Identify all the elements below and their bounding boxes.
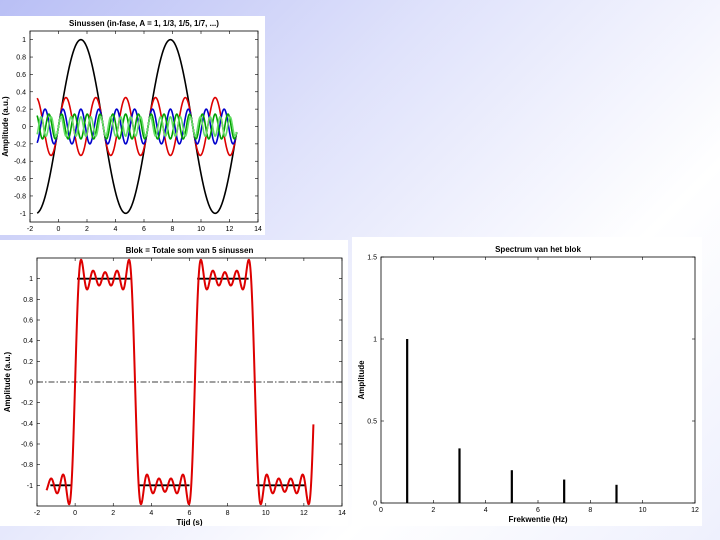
y-tick-label: 1 — [22, 37, 26, 44]
y-tick-label: -0.8 — [21, 462, 33, 469]
chart-title: Blok = Totale som van 5 sinussen — [126, 246, 254, 255]
x-tick-label: 6 — [536, 507, 540, 514]
y-tick-label: 0.5 — [367, 419, 377, 426]
x-tick-label: 6 — [188, 510, 192, 517]
y-tick-label: 0.6 — [16, 72, 26, 79]
y-axis-label: Amplitude (a.u.) — [1, 96, 10, 157]
x-tick-label: 2 — [111, 510, 115, 517]
block-chart-panel: -2 0 2 4 6 8 10 12 14 -1 -0.8 -0.6 -0.4 -0.2 0 0.2 0.4 0.… — [0, 240, 348, 526]
y-axis-label: Amplitude (a.u.) — [3, 351, 12, 412]
block-chart: -2 0 2 4 6 8 10 12 14 -1 -0.8 -0.6 -0.4 -0.2 0 0.2 0.4 0.… — [3, 246, 346, 526]
sine-series-line — [36, 38, 238, 215]
plot-frame — [380, 256, 696, 504]
x-tick-label: 12 — [300, 510, 308, 517]
sine-series-line — [36, 96, 238, 157]
chart-title: Spectrum van het blok — [495, 245, 581, 254]
x-tick-label: 4 — [114, 226, 118, 233]
sines-chart: -2 0 2 4 6 8 10 12 14 -1 -0.8 -0.6 -0.4 -0.2 0 0.2 0.4 0.… — [1, 19, 262, 235]
spectrum-chart: 0 2 4 6 8 10 12 0 0.5 1 1.5 Spectrum van het blok Fr… — [357, 245, 699, 524]
y-tick-label: 0.2 — [23, 359, 33, 366]
y-tick-label: 0.6 — [23, 318, 33, 325]
x-axis-label: Tijd (s) — [131, 234, 157, 235]
y-tick-label: 1 — [373, 337, 377, 344]
y-tick-label: 0.4 — [16, 89, 26, 96]
x-axis-label: Tijd (s) — [176, 518, 202, 526]
y-tick-label: -0.2 — [14, 141, 26, 148]
x-tick-label: -2 — [34, 510, 40, 517]
y-tick-label: 0 — [373, 501, 377, 508]
square-wave-sum-line — [45, 258, 315, 506]
y-tick-label: 0.2 — [16, 107, 26, 114]
y-tick-label: -0.4 — [14, 159, 26, 166]
y-tick-label: 0.8 — [23, 297, 33, 304]
x-tick-label: 8 — [171, 226, 175, 233]
x-tick-label: 2 — [85, 226, 89, 233]
y-tick-label: -0.6 — [14, 176, 26, 183]
y-axis-label: Amplitude — [357, 360, 366, 400]
x-axis-label: Frekwentie (Hz) — [508, 515, 567, 524]
x-tick-label: -2 — [27, 226, 33, 233]
x-tick-label: 10 — [197, 226, 205, 233]
y-tick-label: -0.8 — [14, 193, 26, 200]
x-tick-label: 14 — [254, 226, 262, 233]
x-tick-label: 0 — [73, 510, 77, 517]
y-tick-label: 0 — [29, 380, 33, 387]
x-tick-label: 10 — [639, 507, 647, 514]
y-tick-label: -0.6 — [21, 442, 33, 449]
x-tick-label: 10 — [262, 510, 270, 517]
x-tick-label: 4 — [149, 510, 153, 517]
x-tick-label: 8 — [588, 507, 592, 514]
spectrum-chart-panel: 0 2 4 6 8 10 12 0 0.5 1 1.5 Spectrum van het blok Fr… — [352, 237, 702, 526]
y-tick-label: -1 — [20, 211, 26, 218]
x-tick-label: 14 — [338, 510, 346, 517]
x-tick-label: 4 — [484, 507, 488, 514]
y-tick-label: -0.2 — [21, 400, 33, 407]
sine-series-line — [36, 113, 238, 140]
x-tick-label: 12 — [691, 507, 699, 514]
sines-chart-panel: -2 0 2 4 6 8 10 12 14 -1 -0.8 -0.6 -0.4 -0.2 0 0.2 0.4 0.… — [0, 16, 265, 235]
x-tick-label: 8 — [226, 510, 230, 517]
y-tick-label: 1 — [29, 276, 33, 283]
sine-series-line — [36, 115, 238, 138]
x-tick-label: 12 — [226, 226, 234, 233]
y-tick-label: 0.4 — [23, 338, 33, 345]
x-tick-label: 2 — [431, 507, 435, 514]
x-tick-label: 0 — [379, 507, 383, 514]
chart-title: Sinussen (in-fase, A = 1, 1/3, 1/5, 1/7,… — [69, 19, 219, 28]
x-tick-label: 0 — [57, 226, 61, 233]
y-tick-label: -0.4 — [21, 421, 33, 428]
y-tick-label: 0 — [22, 124, 26, 131]
x-tick-label: 6 — [142, 226, 146, 233]
y-tick-label: -1 — [27, 483, 33, 490]
y-tick-label: 0.8 — [16, 55, 26, 62]
y-tick-label: 1.5 — [367, 255, 377, 262]
